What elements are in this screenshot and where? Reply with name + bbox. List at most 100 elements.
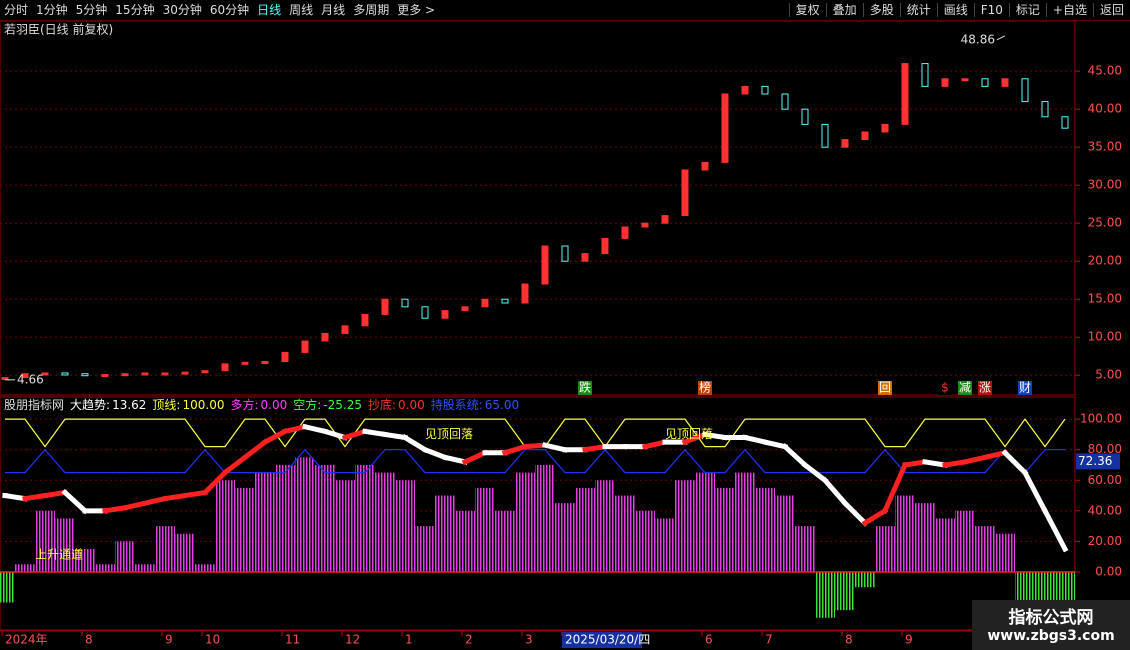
x-tick-label: 2 <box>465 633 473 647</box>
tool-button[interactable]: 画线 <box>936 3 974 17</box>
trend-segment <box>421 446 449 461</box>
candle <box>861 131 869 141</box>
candle <box>181 371 189 375</box>
candle <box>781 93 789 110</box>
period-tab[interactable]: 5分钟 <box>75 3 108 17</box>
period-tab[interactable]: 分时 <box>4 3 29 17</box>
x-tick-label: 2024年 <box>5 633 48 647</box>
signal-box <box>878 381 892 395</box>
y-tick-label: 15.00 <box>1088 292 1122 306</box>
tool-button[interactable]: 复权 <box>788 3 826 17</box>
histogram-bar <box>295 457 315 572</box>
histogram-bar <box>955 510 975 572</box>
period-tab[interactable]: 60分钟 <box>209 3 250 17</box>
candle <box>401 298 409 308</box>
period-tab[interactable]: 更多 > <box>397 3 436 17</box>
trend-segment <box>801 461 829 484</box>
histogram-bar <box>0 571 15 603</box>
y-tick-label: 40.00 <box>1088 102 1122 116</box>
signal-label: 减 <box>959 381 971 395</box>
annotation: 见顶回落 <box>425 427 473 441</box>
watermark-url: www.zbgs3.com <box>987 628 1115 644</box>
candle <box>321 332 329 342</box>
y-tick-label: 30.00 <box>1088 178 1122 192</box>
trend-segment <box>542 442 568 453</box>
chart-title: 若羽臣(日线 前复权) <box>4 22 113 37</box>
legend-value: 65.00 <box>485 398 519 412</box>
indicator-panel <box>0 396 1076 631</box>
legend-value: 0.00 <box>261 398 288 412</box>
trend-segment <box>142 495 168 507</box>
tool-button[interactable]: 标记 <box>1008 3 1046 17</box>
trend-segment <box>501 443 529 456</box>
period-tab[interactable]: 30分钟 <box>162 3 202 17</box>
histogram-bar <box>175 533 195 572</box>
histogram-bar <box>915 503 935 572</box>
histogram-bar <box>415 526 435 572</box>
trend-segment <box>162 492 188 502</box>
histogram-bar <box>535 464 555 572</box>
legend-name: 多方: <box>230 397 258 412</box>
period-tab[interactable]: 周线 <box>289 3 314 17</box>
histogram-bar <box>235 487 255 572</box>
histogram-bar <box>975 526 995 572</box>
period-tab[interactable]: 日线 <box>257 3 282 17</box>
tool-button[interactable]: 统计 <box>899 3 937 17</box>
legend-source: 股朋指标网 <box>4 397 64 412</box>
trend-segment <box>642 439 668 450</box>
trend-segment <box>201 469 229 497</box>
low-label: 4.66 <box>17 372 44 386</box>
trend-segment <box>261 427 289 446</box>
period-tab[interactable]: 15分钟 <box>115 3 155 17</box>
trend-segment <box>22 492 48 502</box>
high-arrow <box>996 35 1006 41</box>
trend-segment <box>102 504 128 514</box>
tool-button[interactable]: F10 <box>973 3 1009 17</box>
y-tick-label: 20.00 <box>1088 254 1122 268</box>
x-tick-label: 9 <box>905 633 913 647</box>
candle <box>941 78 949 87</box>
trend-segment <box>922 459 948 468</box>
tool-button[interactable]: +自选 <box>1045 3 1093 17</box>
candle <box>1041 101 1049 118</box>
candle <box>501 298 509 304</box>
candle <box>201 370 209 374</box>
trend-segment <box>182 489 208 499</box>
tool-button[interactable]: 返回 <box>1092 3 1130 17</box>
tool-button[interactable]: 叠加 <box>825 3 863 17</box>
toolbar: 分时 1分钟 5分钟 15分钟 30分钟 60分钟 日线 周线 月线 多周期 更多 > 复权 叠加 多股统… <box>0 0 1130 21</box>
candle <box>921 63 929 87</box>
x-tick-label: 8 <box>85 633 93 647</box>
tool-button[interactable]: 多股 <box>862 3 900 17</box>
y-tick-label: 100.00 <box>1080 412 1122 426</box>
period-tab[interactable]: 多周期 <box>353 3 390 17</box>
period-tab[interactable]: 1分钟 <box>36 3 68 17</box>
signal-box <box>578 381 592 395</box>
period-tab[interactable]: 月线 <box>321 3 346 17</box>
candle <box>541 245 549 285</box>
signal-box <box>1018 381 1032 395</box>
x-tick-label: 10 <box>205 633 220 647</box>
histogram-bar <box>455 510 475 572</box>
candle <box>101 373 109 377</box>
histogram-bar <box>75 549 95 572</box>
histogram-bar <box>375 472 395 572</box>
watermark-title: 指标公式网 <box>1008 608 1094 628</box>
y-tick-label: 10.00 <box>1088 330 1122 344</box>
histogram-bar <box>215 480 235 572</box>
y-tick-label: 25.00 <box>1088 216 1122 230</box>
trend-segment <box>781 443 809 469</box>
candle <box>901 63 909 125</box>
y-tick-label: 5.00 <box>1095 368 1122 382</box>
trend-segment <box>61 488 89 515</box>
candle <box>881 123 889 133</box>
trend-segment <box>582 443 608 453</box>
y-tick-label: 80.00 <box>1088 442 1122 456</box>
candle <box>141 372 149 376</box>
histogram-bar <box>15 564 35 572</box>
x-tick-label: 3 <box>525 633 533 647</box>
histogram-bar <box>895 495 915 572</box>
trend-segment <box>122 500 148 511</box>
histogram-bar <box>155 526 175 572</box>
trend-segment <box>42 489 68 499</box>
